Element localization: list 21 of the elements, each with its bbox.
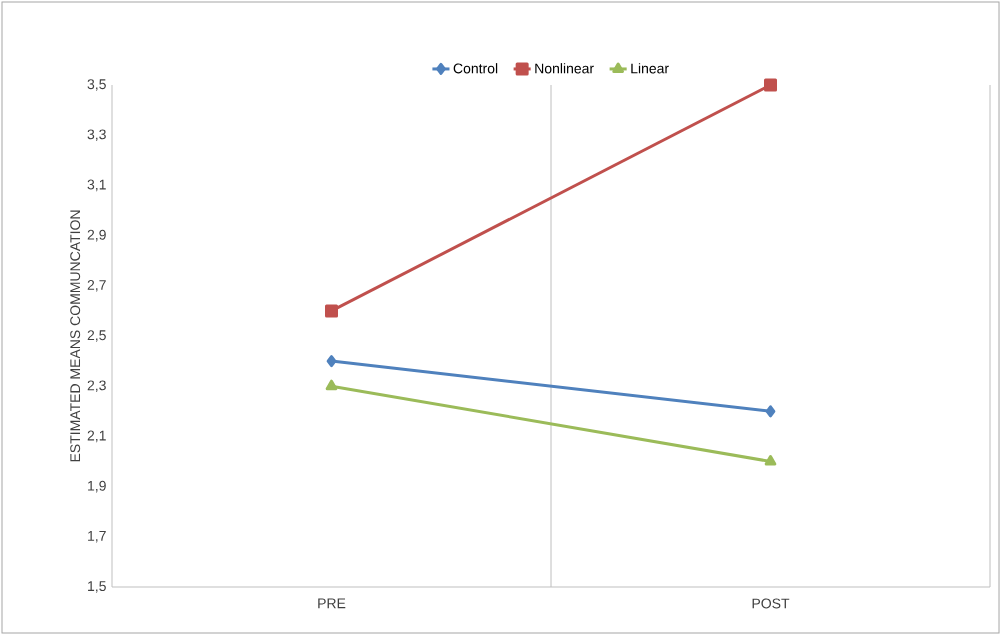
y-tick-label: 3,5 bbox=[87, 79, 106, 91]
y-tick-label: 2,5 bbox=[87, 330, 106, 342]
x-tick-label: PRE bbox=[318, 598, 346, 609]
point bbox=[325, 304, 338, 318]
y-tick-label: 1,7 bbox=[88, 531, 106, 543]
x-tick-label: POST bbox=[752, 598, 790, 609]
y-tick-label: 2,1 bbox=[87, 430, 106, 443]
legend-label: Control bbox=[453, 63, 498, 74]
y-tick-label: 2,3 bbox=[87, 380, 106, 392]
legend-label: Linear bbox=[631, 63, 669, 74]
y-tick-label: 1,9 bbox=[88, 480, 106, 493]
point bbox=[326, 355, 337, 368]
point bbox=[765, 405, 776, 418]
y-axis-title: ESTIMATED MEANS COMMUNCATION bbox=[70, 210, 81, 462]
y-tick-label: 3,1 bbox=[87, 179, 106, 192]
y-tick-label: 2,7 bbox=[87, 280, 106, 292]
y-tick-label: 2,9 bbox=[87, 229, 106, 242]
y-tick-label: 3,3 bbox=[87, 129, 106, 141]
legend-label: Nonlinear bbox=[535, 63, 594, 74]
point bbox=[764, 78, 778, 92]
y-tick-label: 1,5 bbox=[88, 581, 106, 593]
